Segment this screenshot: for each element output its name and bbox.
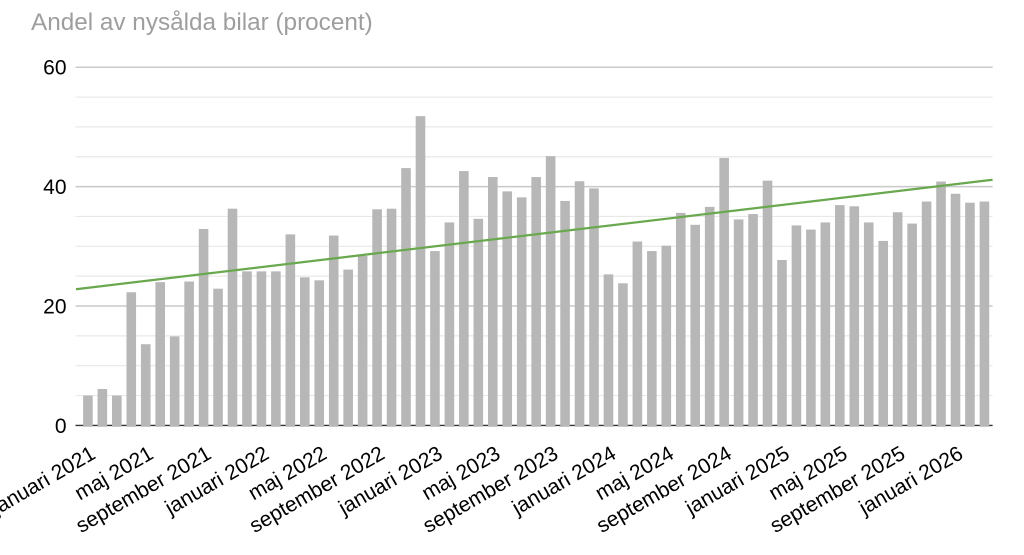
svg-text:20: 20 bbox=[43, 296, 66, 319]
svg-text:0: 0 bbox=[55, 415, 67, 438]
svg-text:60: 60 bbox=[43, 57, 66, 80]
svg-text:Andel av nysålda bilar (procen: Andel av nysålda bilar (procent) bbox=[31, 9, 373, 36]
svg-text:40: 40 bbox=[43, 176, 66, 199]
